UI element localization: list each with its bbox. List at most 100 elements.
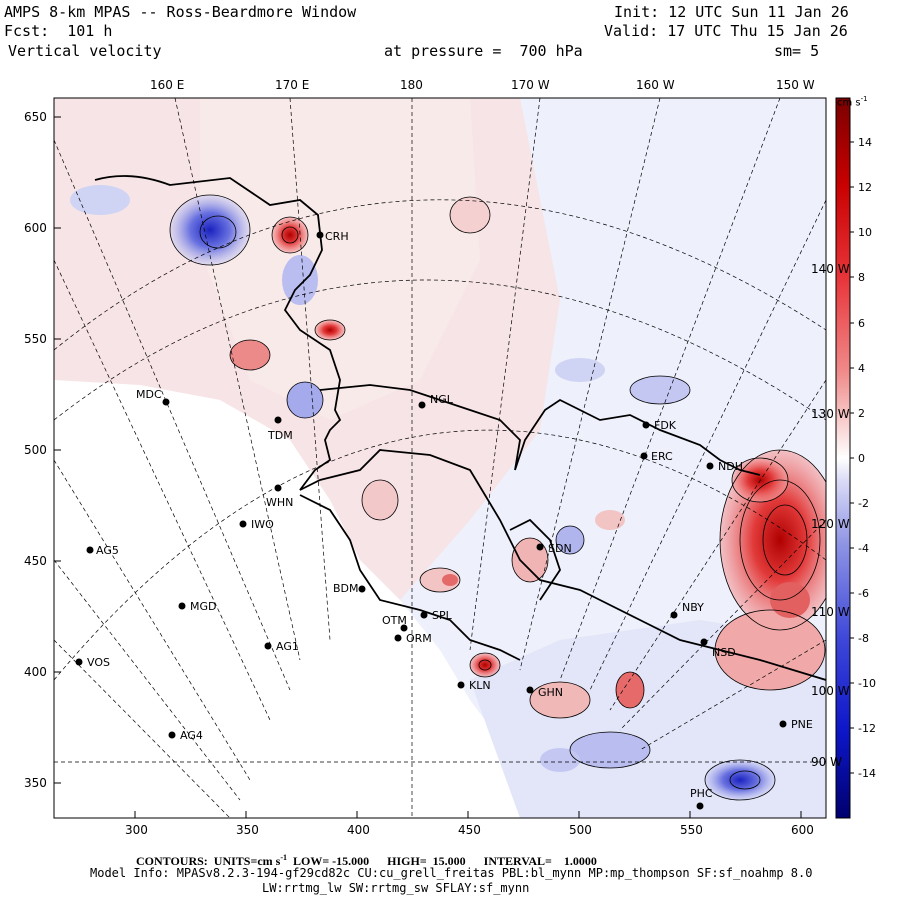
station-dot-ndh	[706, 462, 714, 470]
station-dot-sdn	[536, 543, 544, 551]
colorbar-label: 0	[858, 452, 865, 465]
station-label: TDM	[268, 429, 293, 442]
colorbar-label: -4	[858, 542, 869, 555]
x-tick-label: 300	[125, 823, 148, 837]
colorbar-label: -6	[858, 587, 869, 600]
x-tick-label: 350	[236, 823, 259, 837]
station-dot-iwo	[239, 520, 247, 528]
contour-lines	[169, 194, 826, 801]
station-label: NBY	[682, 601, 704, 614]
colorbar-units: cm s-1	[837, 95, 868, 109]
lon-label-right: 130 W	[811, 407, 850, 421]
station-label: AG1	[276, 640, 299, 653]
x-tick-label: 400	[347, 823, 370, 837]
coastline	[94, 175, 826, 681]
model-info-line2: LW:rrtmg_lw SW:rrtmg_sw SFLAY:sf_mynn	[262, 881, 530, 895]
station-label: SDN	[548, 542, 572, 555]
y-tick-label: 450	[24, 554, 47, 568]
lon-label-right: 100 W	[811, 684, 850, 698]
y-tick-label: 600	[24, 221, 47, 235]
station-label: AG5	[96, 544, 119, 557]
station-label: VOS	[87, 656, 110, 669]
lon-label-right: 110 W	[811, 605, 850, 619]
lon-label-top: 170 E	[275, 78, 310, 92]
smoothing-label: sm= 5	[774, 42, 820, 60]
station-label: NSD	[712, 646, 736, 659]
y-tick-label: 350	[24, 776, 47, 790]
forecast-hour: Fcst: 101 h	[4, 22, 113, 40]
station-label: ERC	[651, 450, 673, 463]
station-dot-kln	[457, 681, 465, 689]
station-dot-otm	[400, 624, 408, 632]
station-dot-tdm	[274, 416, 282, 424]
pressure-level: at pressure = 700 hPa	[384, 42, 583, 60]
station-dot-ghn	[526, 686, 534, 694]
station-dot-spl	[420, 611, 428, 619]
graticule	[54, 98, 826, 818]
station-label: AG4	[180, 729, 203, 742]
station-dot-orm	[394, 634, 402, 642]
lon-label-right: 140 W	[811, 262, 850, 276]
lon-label-right: 120 W	[811, 517, 850, 531]
station-dot-phc	[696, 802, 704, 810]
valid-time: Valid: 17 UTC Thu 15 Jan 26	[604, 22, 848, 40]
x-tick-label: 550	[680, 823, 703, 837]
station-label: PNE	[791, 718, 813, 731]
station-dot-mdc	[162, 398, 170, 406]
colorbar-label: 6	[858, 317, 865, 330]
station-dot-fdk	[642, 421, 650, 429]
x-tick-label: 600	[791, 823, 814, 837]
lon-label-right: 90 W	[811, 755, 842, 769]
colorbar-label: -10	[858, 677, 876, 690]
station-label: GHN	[538, 686, 564, 699]
station-label: BDM	[333, 582, 359, 595]
contours-info: CONTOURS: UNITS=cm s-1 LOW= -15.000 HIGH…	[136, 853, 597, 868]
station-dot-ag5	[86, 546, 94, 554]
colorbar-label: 2	[858, 407, 865, 420]
field-name: Vertical velocity	[8, 42, 162, 60]
y-tick-label: 650	[24, 110, 47, 124]
x-tick-label: 450	[458, 823, 481, 837]
station-dot-ag4	[168, 731, 176, 739]
field-layer	[54, 98, 826, 818]
station-dots	[75, 231, 787, 810]
init-time: Init: 12 UTC Sun 11 Jan 26	[614, 3, 849, 21]
x-tick-label: 500	[569, 823, 592, 837]
station-dot-erc	[640, 452, 648, 460]
lon-label-top: 180	[400, 78, 423, 92]
station-dot-mgd	[178, 602, 186, 610]
station-dot-nby	[670, 611, 678, 619]
station-label: MDC	[136, 388, 162, 401]
colorbar-label: -14	[858, 767, 876, 780]
y-tick-label: 500	[24, 443, 47, 457]
colorbar-label: 4	[858, 362, 865, 375]
y-tick-label: 400	[24, 665, 47, 679]
station-label: OTM	[382, 614, 407, 627]
station-label: ORM	[406, 632, 432, 645]
station-dot-whn	[274, 484, 282, 492]
plot-frame	[53, 97, 827, 819]
y-tick-label: 550	[24, 332, 47, 346]
colorbar-label: 12	[858, 181, 872, 194]
colorbar-label: -2	[858, 497, 869, 510]
lon-label-top: 160 W	[636, 78, 675, 92]
station-dot-bdm	[358, 585, 366, 593]
station-label: NDH	[718, 460, 743, 473]
model-info: Model Info: MPASv8.2.3-194-gf29cd82c CU:…	[90, 866, 813, 880]
lon-label-top: 150 W	[776, 78, 815, 92]
station-dot-ngl	[418, 401, 426, 409]
station-label: FDK	[654, 419, 677, 432]
station-label: PHC	[690, 787, 713, 800]
station-dot-crh	[316, 231, 324, 239]
colorbar-label: 14	[858, 136, 872, 149]
colorbar-label: 8	[858, 271, 865, 284]
map-title: AMPS 8-km MPAS -- Ross-Beardmore Window	[4, 3, 357, 21]
station-label: MGD	[190, 600, 217, 613]
station-label: KLN	[469, 679, 491, 692]
station-dot-nsd	[700, 638, 708, 646]
station-label: WHN	[266, 496, 294, 509]
colorbar-label: -8	[858, 632, 869, 645]
lon-label-top: 170 W	[511, 78, 550, 92]
station-label: CRH	[325, 230, 349, 243]
